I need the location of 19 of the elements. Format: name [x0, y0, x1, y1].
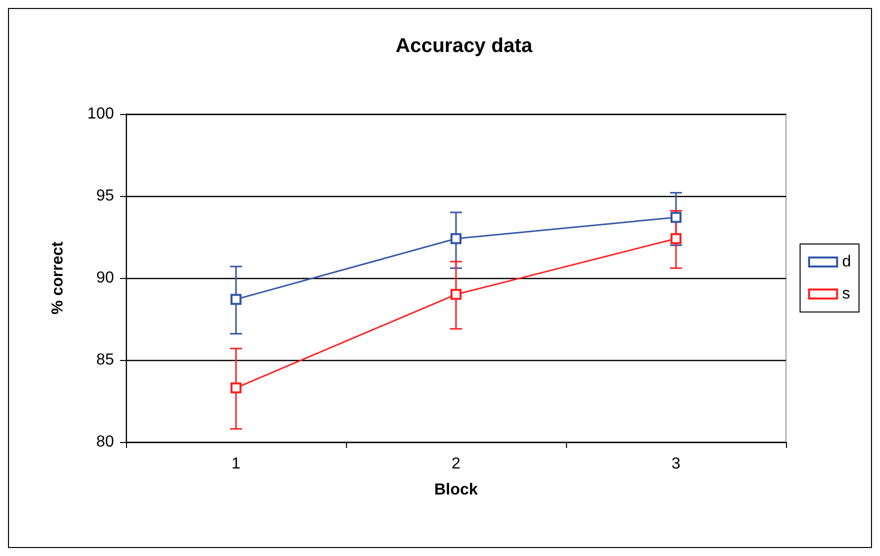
chart-title: Accuracy data [396, 35, 534, 57]
x-tick-label: 3 [672, 456, 681, 472]
point [450, 233, 462, 244]
y-tick-label: 80 [96, 434, 114, 450]
y-tick-label: 100 [87, 106, 114, 122]
legend-label: s [842, 286, 850, 302]
point [450, 288, 462, 300]
y-tick-label: 85 [96, 352, 114, 368]
point [670, 233, 682, 244]
y-tick-label: 90 [96, 270, 114, 286]
x-tick-label: 2 [452, 456, 461, 472]
legend-label: d [842, 254, 852, 270]
x-axis-title: Block [434, 482, 478, 498]
x-tick-label: 1 [232, 456, 241, 472]
point [230, 382, 242, 394]
point [670, 212, 682, 223]
point [230, 294, 242, 305]
y-tick-label: 95 [96, 188, 114, 204]
y-axis-title: % correct [50, 240, 66, 314]
